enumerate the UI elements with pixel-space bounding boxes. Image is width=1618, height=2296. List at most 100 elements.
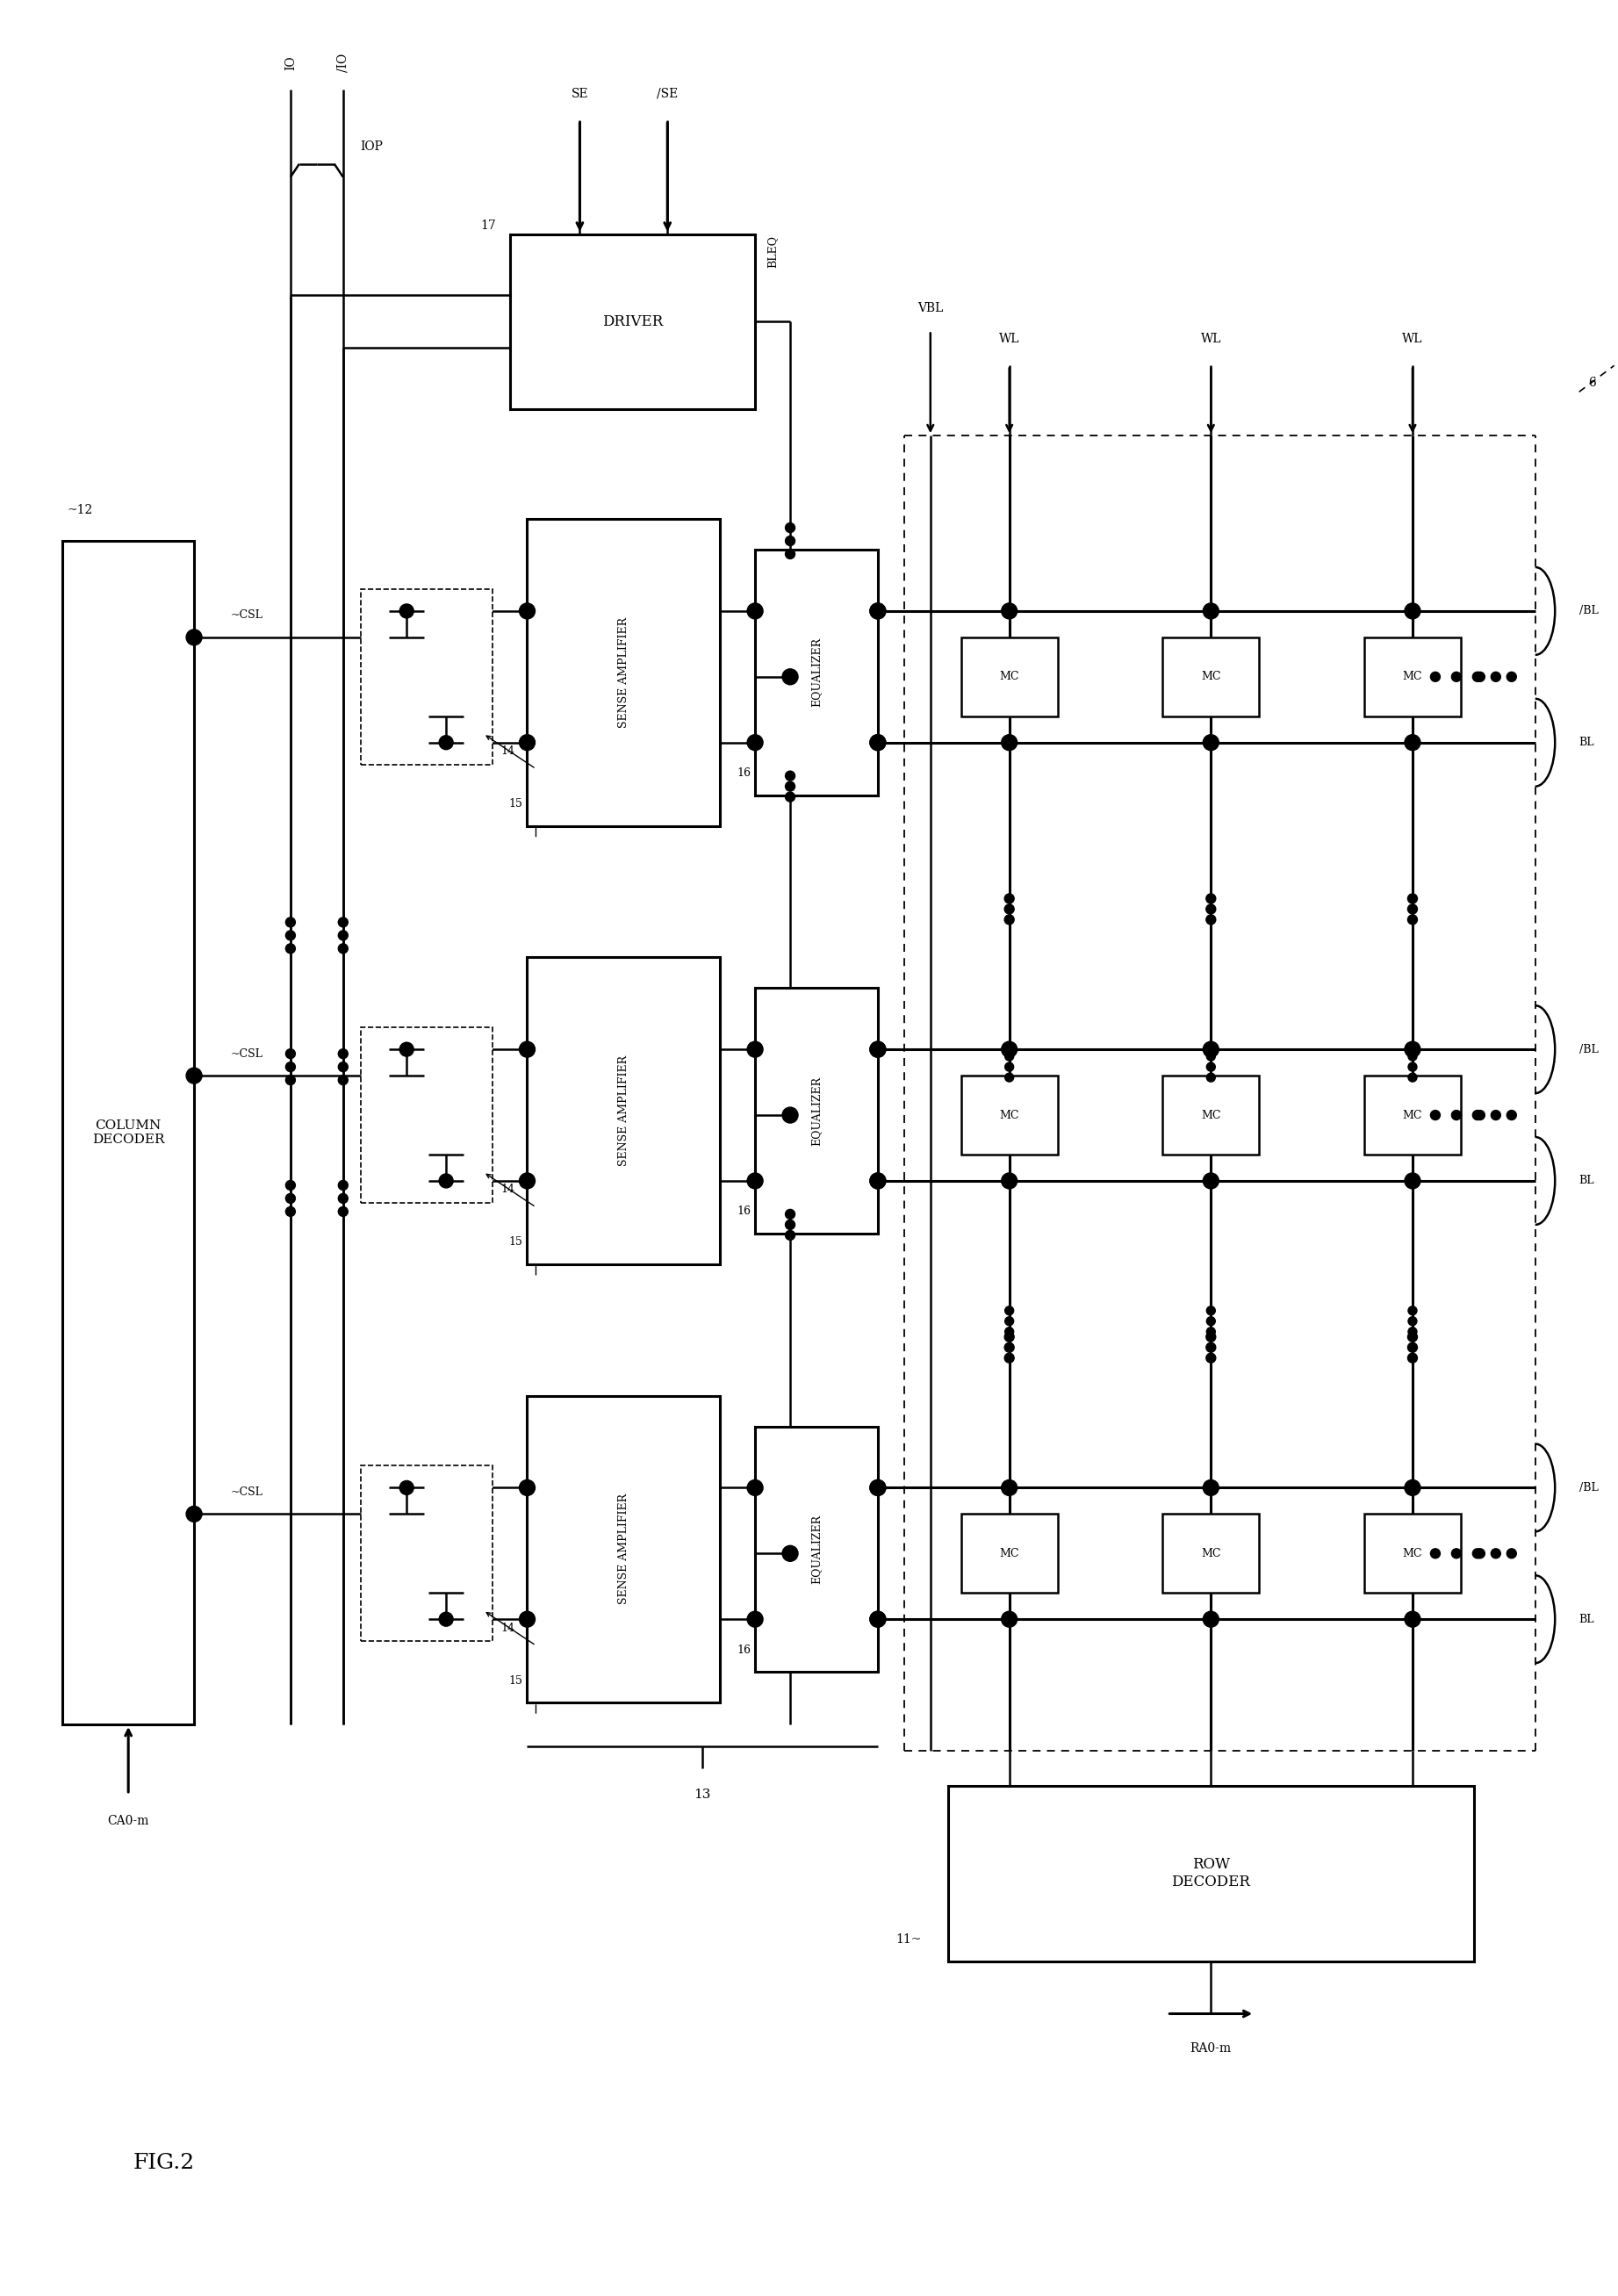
Bar (948, 1786, 1474, 1961)
Bar (961, 1513, 1058, 1593)
Bar (1163, 1513, 1259, 1593)
Text: 16: 16 (736, 767, 751, 778)
Circle shape (1492, 673, 1500, 682)
Circle shape (1207, 1306, 1215, 1316)
Bar (756, 1426, 879, 1671)
Text: SENSE AMPLIFIER: SENSE AMPLIFIER (618, 1056, 629, 1166)
Circle shape (1476, 1548, 1485, 1559)
Circle shape (1408, 1343, 1417, 1352)
Text: IO: IO (285, 55, 296, 71)
Circle shape (1205, 914, 1215, 925)
Circle shape (286, 918, 296, 928)
Text: EQUALIZER: EQUALIZER (811, 1515, 822, 1584)
Circle shape (338, 1075, 348, 1086)
Circle shape (1002, 1042, 1018, 1056)
Bar (361, 590, 492, 765)
Circle shape (1408, 1318, 1417, 1325)
Text: 15: 15 (508, 799, 523, 810)
Circle shape (1404, 604, 1421, 620)
Circle shape (785, 1219, 794, 1231)
Text: ~CSL: ~CSL (230, 1047, 262, 1058)
Text: EQUALIZER: EQUALIZER (811, 1077, 822, 1146)
Text: BL: BL (1579, 1176, 1594, 1187)
Circle shape (1005, 1072, 1014, 1081)
Circle shape (1002, 604, 1018, 620)
Circle shape (1506, 1548, 1516, 1559)
Circle shape (1005, 1327, 1014, 1336)
Circle shape (519, 1481, 536, 1495)
Circle shape (1205, 905, 1215, 914)
Circle shape (1207, 1072, 1215, 1081)
Circle shape (338, 918, 348, 928)
Circle shape (1430, 673, 1440, 682)
Circle shape (286, 1194, 296, 1203)
Circle shape (1472, 673, 1482, 682)
Bar (756, 549, 879, 794)
Circle shape (870, 1612, 885, 1628)
Text: 15: 15 (508, 1238, 523, 1249)
Circle shape (870, 604, 885, 620)
Text: FIG.2: FIG.2 (133, 2154, 194, 2172)
Circle shape (1205, 893, 1215, 902)
Circle shape (1472, 1111, 1482, 1120)
Circle shape (1404, 1481, 1421, 1495)
Circle shape (781, 1107, 798, 1123)
Text: MC: MC (1201, 670, 1222, 682)
Bar (961, 638, 1058, 716)
Circle shape (870, 1612, 885, 1628)
Circle shape (1005, 1352, 1014, 1364)
Circle shape (1472, 1548, 1482, 1559)
Circle shape (438, 1173, 453, 1187)
Circle shape (286, 1075, 296, 1086)
Circle shape (785, 771, 794, 781)
Text: 13: 13 (694, 1789, 710, 1800)
Text: WL: WL (1403, 333, 1422, 344)
Circle shape (748, 1042, 764, 1056)
Circle shape (870, 604, 885, 620)
Circle shape (785, 1210, 794, 1219)
Circle shape (400, 1481, 414, 1495)
Text: 14: 14 (502, 1623, 515, 1635)
Circle shape (338, 1180, 348, 1189)
Circle shape (1476, 673, 1485, 682)
Circle shape (1506, 673, 1516, 682)
Text: 6: 6 (1587, 377, 1595, 390)
Circle shape (519, 1612, 536, 1628)
Circle shape (1204, 1042, 1218, 1056)
Circle shape (1005, 914, 1014, 925)
Circle shape (1404, 1042, 1421, 1056)
Circle shape (748, 604, 764, 620)
Circle shape (1404, 735, 1421, 751)
Circle shape (1506, 1111, 1516, 1120)
Text: COLUMN
DECODER: COLUMN DECODER (92, 1120, 165, 1146)
Text: /IO: /IO (337, 53, 349, 73)
Text: WL: WL (1201, 333, 1222, 344)
Bar (527, 519, 720, 827)
Bar (961, 1075, 1058, 1155)
Text: WL: WL (998, 333, 1019, 344)
Circle shape (1005, 1306, 1014, 1316)
Circle shape (1492, 1548, 1500, 1559)
Bar (1364, 638, 1461, 716)
Circle shape (785, 523, 794, 533)
Text: /SE: /SE (657, 87, 678, 101)
Circle shape (1451, 673, 1461, 682)
Circle shape (1005, 905, 1014, 914)
Circle shape (338, 944, 348, 953)
Text: /BL: /BL (1579, 606, 1599, 618)
Text: ~CSL: ~CSL (230, 1486, 262, 1497)
Circle shape (1408, 1327, 1417, 1336)
Circle shape (338, 930, 348, 941)
Text: MC: MC (1000, 1109, 1019, 1120)
Circle shape (1204, 1481, 1218, 1495)
Bar (527, 957, 720, 1265)
Circle shape (1204, 604, 1218, 620)
Text: DRIVER: DRIVER (602, 315, 663, 328)
Circle shape (1404, 1612, 1421, 1628)
Bar (1163, 638, 1259, 716)
Circle shape (286, 1180, 296, 1189)
Bar (756, 987, 879, 1233)
Circle shape (748, 1173, 764, 1189)
Circle shape (1207, 1327, 1215, 1336)
Circle shape (1005, 1318, 1014, 1325)
